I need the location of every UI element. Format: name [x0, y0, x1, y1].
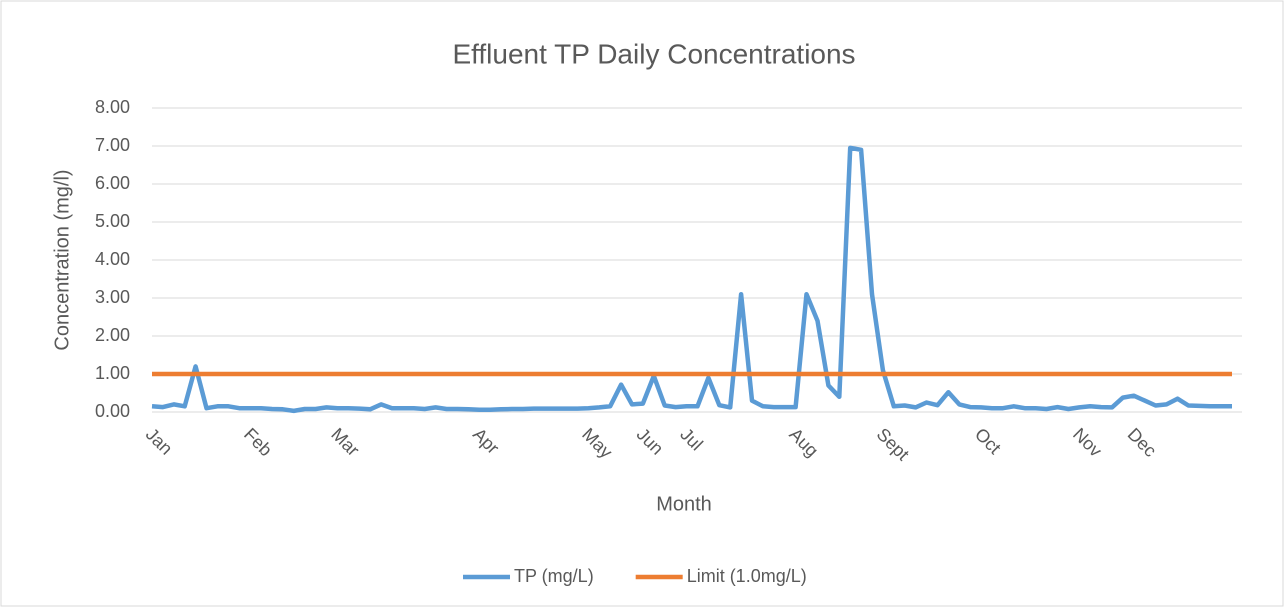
legend-label: TP (mg/L)	[514, 566, 594, 586]
chart-title: Effluent TP Daily Concentrations	[452, 38, 855, 69]
y-axis-label: Concentration (mg/l)	[51, 169, 73, 350]
y-tick-label: 6.00	[95, 173, 130, 193]
y-tick-label: 3.00	[95, 287, 130, 307]
y-tick-label: 4.00	[95, 249, 130, 269]
x-axis-label: Month	[656, 493, 712, 515]
series-line	[151, 145, 1232, 414]
y-tick-label: 1.00	[95, 363, 130, 383]
y-tick-label: 7.00	[95, 135, 130, 155]
y-tick-label: 0.00	[95, 401, 130, 421]
legend-label: Limit (1.0mg/L)	[687, 566, 807, 586]
y-tick-label: 5.00	[95, 211, 130, 231]
y-tick-label: 2.00	[95, 325, 130, 345]
y-tick-label: 8.00	[95, 97, 130, 117]
